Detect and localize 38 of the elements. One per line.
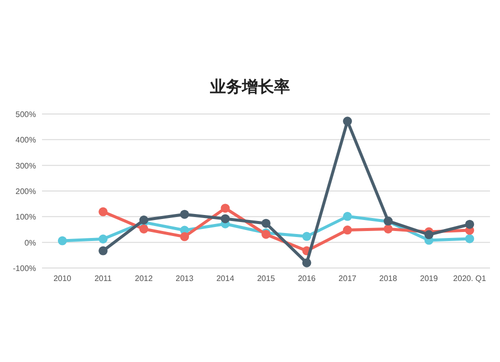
- point: [342, 226, 352, 235]
- x-tick-label: 2012: [134, 274, 154, 283]
- x-tick-label: 2015: [257, 274, 276, 283]
- x-tick-label: 2018: [379, 274, 398, 283]
- y-tick-label: 400%: [16, 136, 36, 145]
- point: [98, 207, 108, 216]
- point: [180, 210, 190, 219]
- y-tick-label: 0%: [24, 238, 36, 248]
- x-tick-label: 2010: [53, 274, 72, 283]
- y-tick-label: 100%: [16, 212, 36, 222]
- point: [465, 220, 474, 229]
- point: [302, 258, 312, 268]
- point: [302, 232, 312, 241]
- chart-title: 业务增长率: [209, 77, 290, 96]
- x-tick-label: 2017: [338, 274, 357, 283]
- y-tick-label: -100%: [12, 264, 36, 273]
- point: [465, 234, 474, 244]
- point: [180, 232, 190, 242]
- point: [220, 204, 230, 213]
- point: [342, 212, 352, 221]
- y-tick-label: 200%: [16, 187, 36, 196]
- point: [262, 218, 270, 228]
- x-tick-label: 2016: [298, 274, 316, 283]
- point: [58, 236, 67, 246]
- point: [220, 214, 230, 224]
- point: [98, 234, 108, 244]
- x-tick-label: 2013: [176, 274, 194, 283]
- point: [342, 116, 352, 126]
- x-tick-label: 2011: [94, 274, 112, 283]
- point: [139, 224, 148, 234]
- y-tick-label: 300%: [16, 161, 36, 170]
- x-tick-label: 2020. Q1: [453, 274, 487, 283]
- x-tick-label: 2019: [420, 274, 438, 283]
- point: [384, 224, 393, 234]
- point: [98, 246, 108, 256]
- point: [424, 230, 434, 240]
- x-tick-label: 2014: [216, 274, 235, 283]
- y-tick-label: 500%: [16, 110, 36, 119]
